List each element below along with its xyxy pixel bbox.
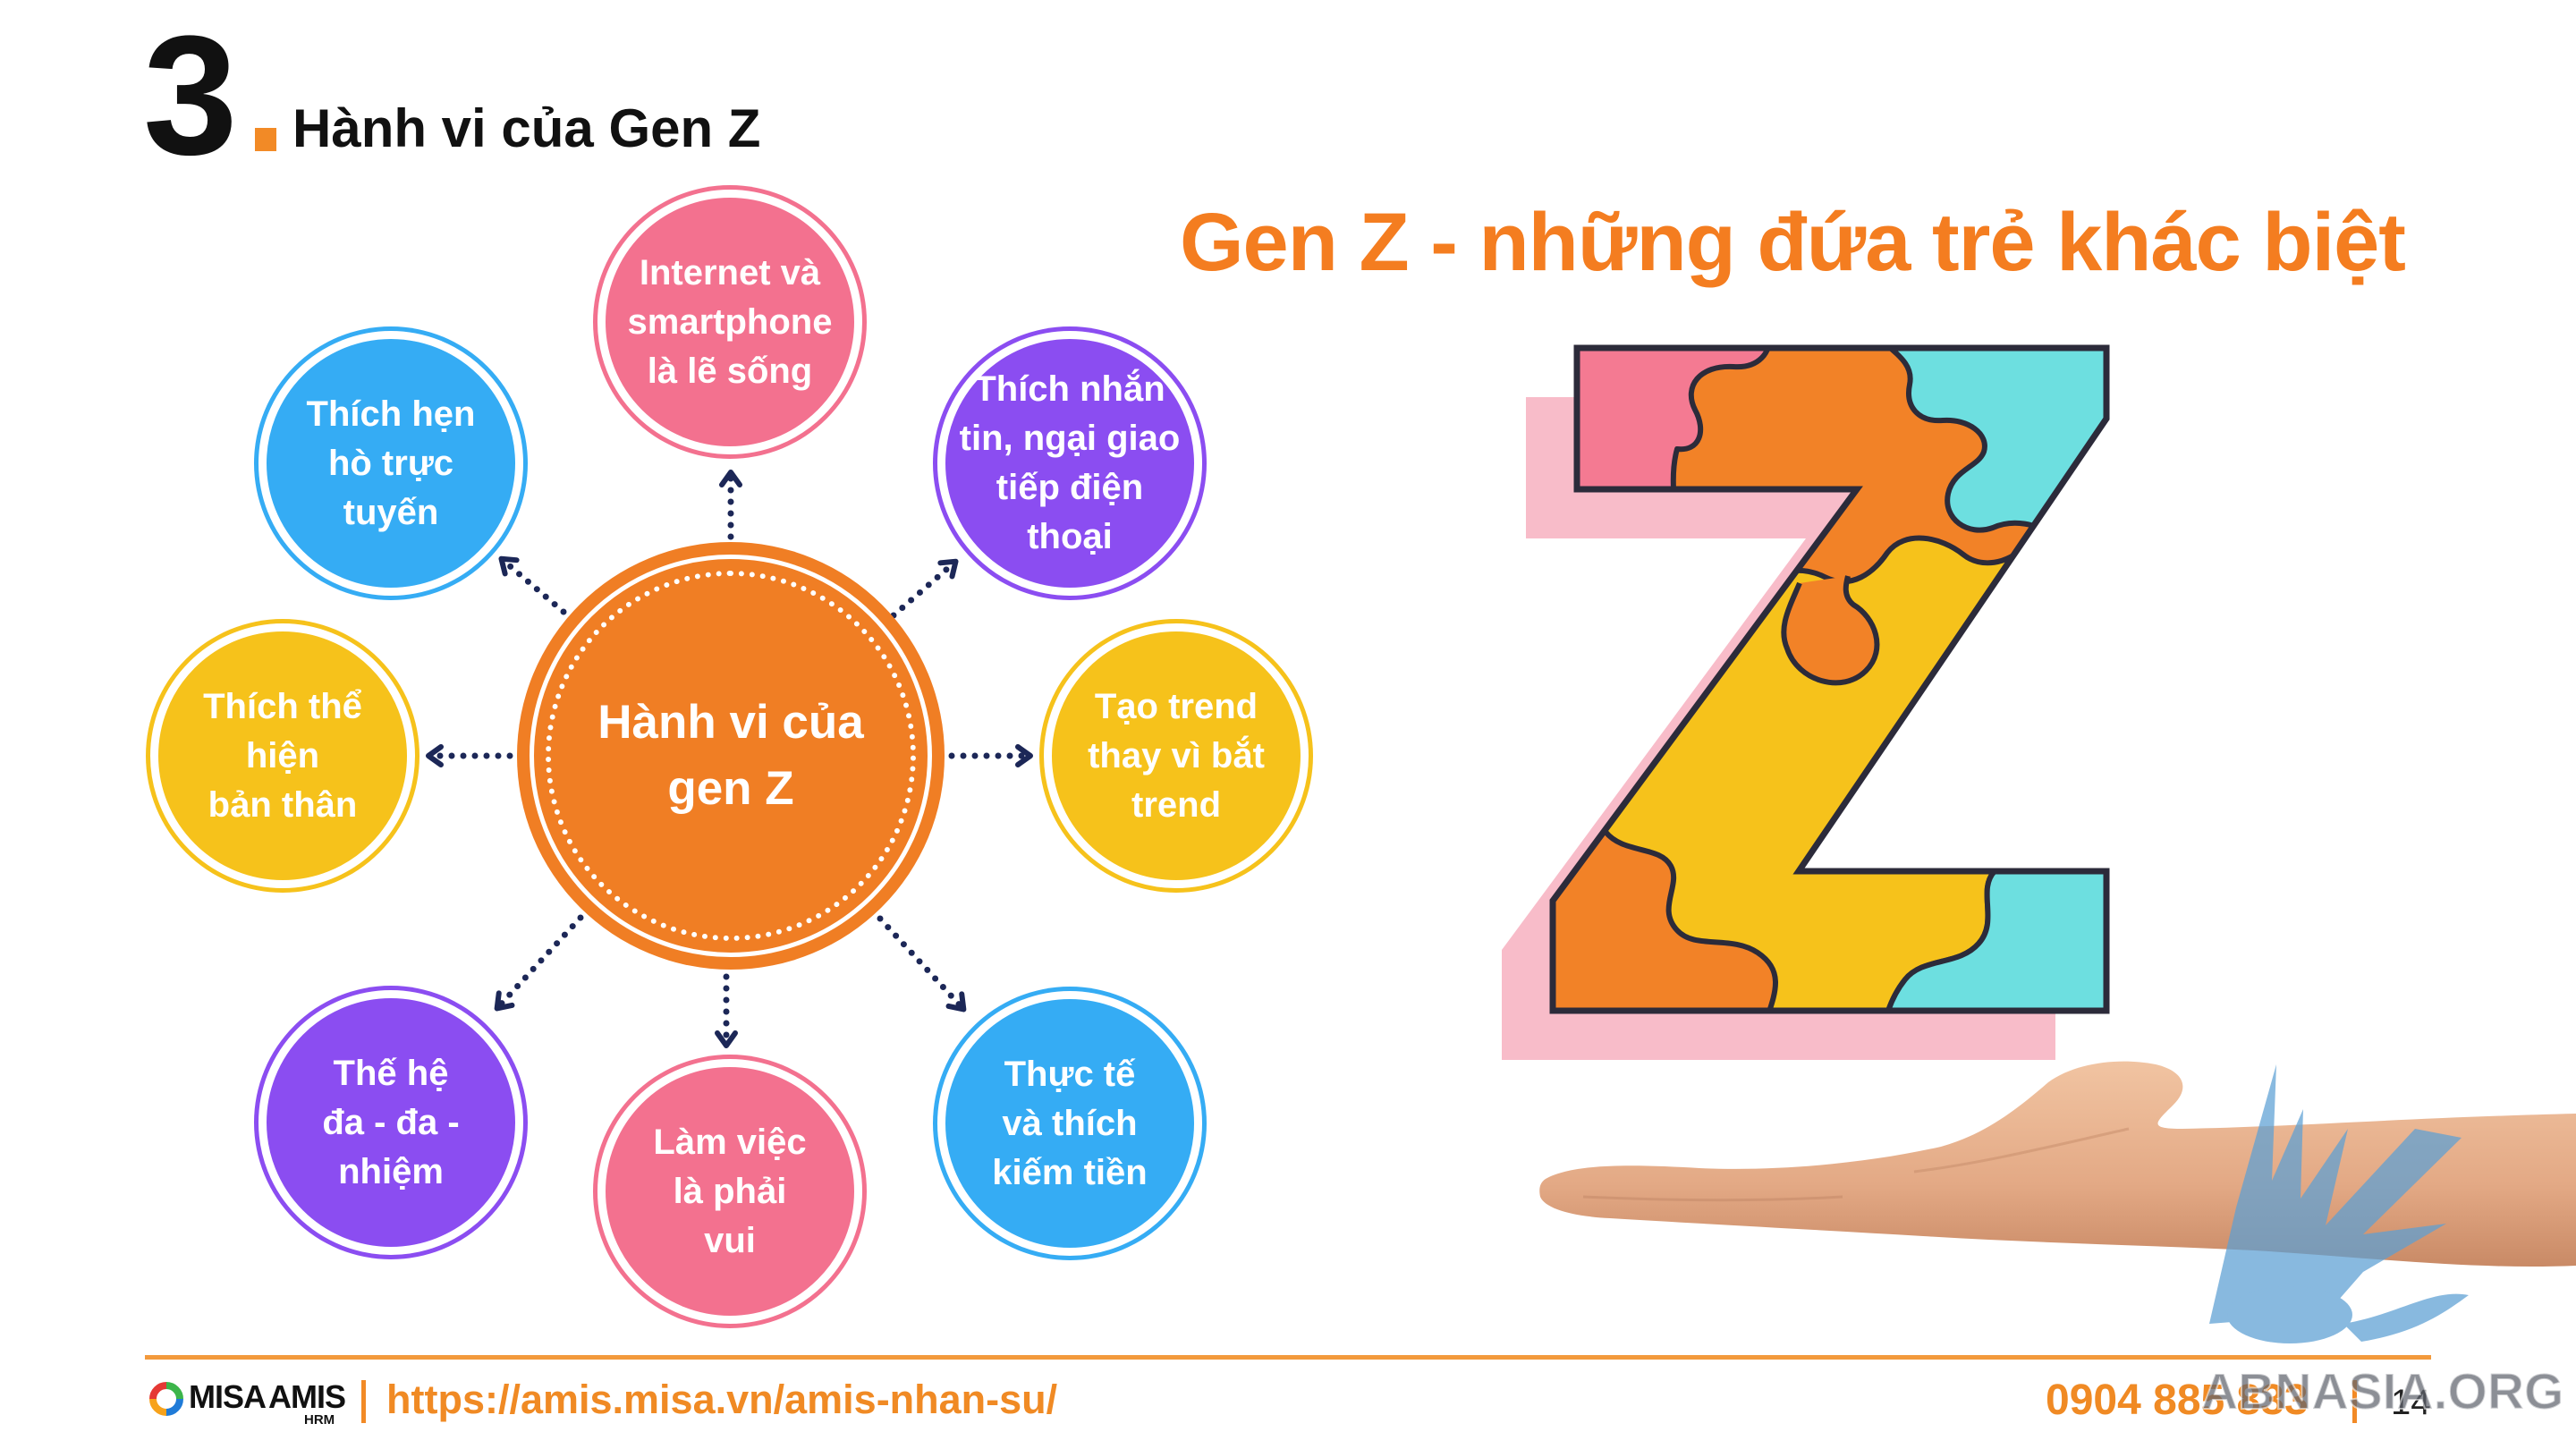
node-line: hiện (245, 735, 320, 775)
puzzle-piece-pink (1554, 348, 1773, 504)
brand-logo-text: MISAAMIS (189, 1378, 346, 1415)
section-title: Hành vi của Gen Z (292, 98, 761, 158)
node-practical-earning: Thực tế và thích kiếm tiền (937, 991, 1202, 1256)
node-line: đa - đa - (322, 1102, 460, 1142)
node-line: tin, ngại giao (959, 419, 1181, 458)
node-line: Thực tế (1004, 1054, 1136, 1094)
bird-icon (2209, 1064, 2469, 1343)
node-line: smartphone (627, 301, 833, 342)
misa-ring-icon (149, 1382, 183, 1416)
node-line: thay vì bắt (1088, 735, 1265, 775)
node-line: là phải (673, 1171, 787, 1211)
node-line: là lẽ sống (647, 351, 813, 391)
arrow-to-multitask (494, 914, 584, 1012)
puzzle-z-icon (1553, 348, 2106, 1011)
section-number: 3 (143, 1, 238, 191)
footer-separator (361, 1380, 366, 1423)
center-node: Hành vi của gen Z (517, 542, 945, 970)
center-line: gen Z (667, 762, 794, 815)
node-line: tuyến (343, 492, 439, 532)
node-line: hò trực (327, 443, 454, 483)
arrow-to-online-dating (498, 555, 567, 615)
center-ring (530, 555, 932, 957)
brand-sub: HRM (304, 1412, 335, 1428)
node-fun-work: Làm việc là phải vui (597, 1059, 862, 1324)
headline: Gen Z - những đứa trẻ khác biệt (1180, 197, 2406, 288)
puzzle-knob-orange (1781, 575, 1880, 686)
center-line: Hành vi của (597, 696, 864, 749)
node-line: tiếp điện (996, 468, 1144, 507)
node-line: nhiệm (338, 1151, 444, 1191)
footer-separator (2352, 1380, 2357, 1423)
brand-left: MISA (189, 1378, 267, 1415)
arrow-to-messaging (890, 558, 959, 619)
node-line: thoại (1027, 517, 1113, 556)
node-self-expression: Thích thể hiện bản thân (150, 623, 415, 888)
node-line: Internet và (639, 252, 821, 292)
watermark-text: ABNASIA.ORG (2200, 1363, 2564, 1420)
diagram-arrows (426, 470, 1033, 1048)
section-dot (255, 128, 276, 151)
node-messaging: Thích nhắn tin, ngại giao tiếp điện thoạ… (937, 331, 1202, 596)
node-line: Làm việc (653, 1122, 807, 1162)
z-outline (1549, 344, 2110, 1014)
node-line: Thích thể (203, 686, 362, 726)
footer-divider (145, 1355, 2431, 1360)
center-dotted-ring (546, 571, 916, 941)
node-internet-smartphone: Internet và smartphone là lẽ sống (597, 190, 862, 454)
node-multitask: Thế hệ đa - đa - nhiệm (258, 990, 523, 1255)
node-line: Thích nhắn (974, 369, 1165, 409)
puzzle-piece-cyan-bottom (1880, 869, 2106, 1011)
node-create-trend: Tạo trend thay vì bắt trend (1044, 623, 1309, 888)
arrow-to-earning (877, 915, 967, 1013)
node-line: trend (1131, 784, 1221, 825)
page-number: 14 (2391, 1383, 2431, 1422)
node-line: kiếm tiền (992, 1152, 1148, 1192)
node-line: Thích hẹn (306, 394, 476, 434)
node-line: Tạo trend (1094, 686, 1258, 726)
footer-phone: 0904 885 833 (2046, 1377, 2309, 1424)
node-line: và thích (1002, 1103, 1138, 1143)
node-online-dating: Thích hẹn hò trực tuyến (258, 331, 523, 596)
node-line: vui (704, 1220, 756, 1260)
node-line: bản thân (208, 784, 358, 825)
footer-url-link[interactable]: https://amis.misa.vn/amis-nhan-su/ (386, 1377, 1058, 1422)
node-line: Thế hệ (333, 1053, 449, 1093)
brand-right: AMIS (268, 1378, 346, 1415)
